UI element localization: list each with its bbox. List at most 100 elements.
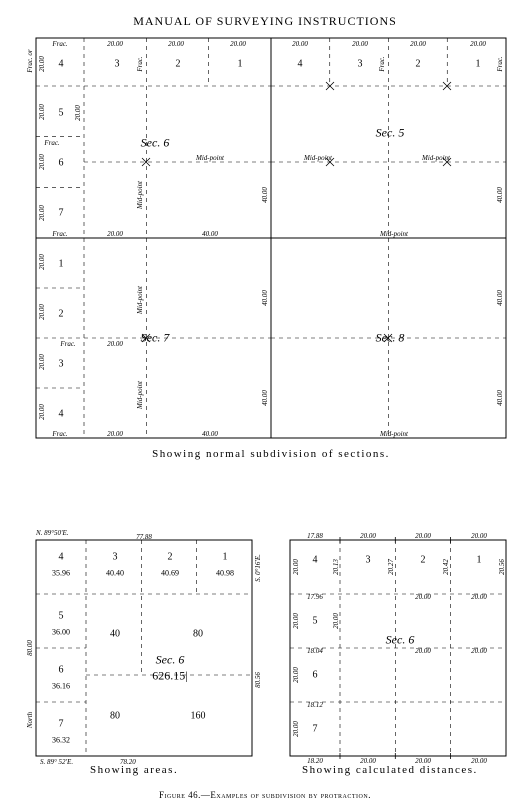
lot-num: 1 <box>476 59 481 70</box>
dist-20: 20.00 <box>38 205 46 221</box>
dist-20: 20.00 <box>38 154 46 170</box>
dist-40: 40.00 <box>496 290 504 306</box>
figure-caption: Figure 46.—Examples of subdivision by pr… <box>159 790 371 800</box>
dist-left: 20.00 <box>292 559 300 575</box>
dist-20: 20.00 <box>38 354 46 370</box>
lot-num: 5 <box>59 108 64 119</box>
dist-20: 20.00 <box>107 340 123 348</box>
len-right: 80.56 <box>254 672 262 688</box>
bearing-top: N. 89°50'E. <box>36 529 69 537</box>
dist-top: 20.00 <box>360 532 376 540</box>
dist-right: 20.13 <box>332 559 340 575</box>
area-val: 35.96 <box>52 569 70 578</box>
dist-20: 20.00 <box>38 254 46 270</box>
midpoint-label: Mid-point <box>136 286 144 314</box>
dist-mid: 20.00 <box>415 647 431 655</box>
frac-label: Frac. <box>136 56 144 71</box>
lot-num: 6 <box>59 158 64 169</box>
area-val: 40.40 <box>106 569 124 578</box>
dist-20: 20.00 <box>107 430 123 438</box>
dist-40: 40.00 <box>496 390 504 406</box>
frac-label: Frac. <box>60 340 75 348</box>
dist-top: 20.00 <box>415 532 431 540</box>
dist-20: 20.00 <box>74 105 82 121</box>
lot-num: 4 <box>313 555 318 566</box>
caption-dist: Showing calculated distances. <box>302 764 478 776</box>
north-label: North <box>26 712 34 728</box>
area-nw: 40 <box>110 629 120 640</box>
bearing-bottom: S. 89° 52'E. <box>40 758 73 766</box>
lot-num: 6 <box>313 670 318 681</box>
dist-40: 40.00 <box>261 390 269 406</box>
lot-num: 3 <box>59 359 64 370</box>
frac-label: Frac. <box>52 430 67 438</box>
dist-20: 20.00 <box>410 40 426 48</box>
dist-40: 40.00 <box>202 430 218 438</box>
lot-num: 1 <box>59 259 64 270</box>
frac-label: Frac. <box>52 40 67 48</box>
lot-num: 3 <box>115 59 120 70</box>
caption-areas: Showing areas. <box>90 764 178 776</box>
dist-20: 20.00 <box>38 104 46 120</box>
dist-40: 40.00 <box>261 187 269 203</box>
frac-label: Frac. <box>52 230 67 238</box>
frac-label: Frac. <box>378 56 386 71</box>
dist-right: 20.56 <box>498 559 506 575</box>
dist-mid: 20.00 <box>415 593 431 601</box>
dist-mid: 18.12 <box>307 701 323 709</box>
dist-left: 20.00 <box>292 667 300 683</box>
area-val: 40.98 <box>216 569 234 578</box>
lot-num: 2 <box>176 59 181 70</box>
len-left: 80.00 <box>26 640 34 656</box>
lot-num: 1 <box>223 552 228 563</box>
dist-top: 20.00 <box>471 532 487 540</box>
midpoint-label: Mid-point <box>196 154 224 162</box>
dist-right: 20.42 <box>442 559 450 575</box>
lot-num: 5 <box>313 616 318 627</box>
area-val: 36.32 <box>52 736 70 745</box>
midpoint-label: Mid-point <box>304 154 332 162</box>
dist-20: 20.00 <box>352 40 368 48</box>
sec6-dist-label: Sec. 6 <box>386 633 415 648</box>
caption-top: Showing normal subdivision of sections. <box>152 448 390 460</box>
dist-mid: 18.04 <box>307 647 323 655</box>
dist-left: 20.00 <box>292 613 300 629</box>
lot-num: 4 <box>59 552 64 563</box>
dist-40: 40.00 <box>261 290 269 306</box>
area-se: 160 <box>191 711 206 722</box>
midpoint-label: Mid-point <box>422 154 450 162</box>
area-sw: 80 <box>110 711 120 722</box>
dist-top: 17.88 <box>307 532 323 540</box>
dist-20: 20.00 <box>230 40 246 48</box>
bearing-right: S. 0°16'E. <box>254 554 262 582</box>
sec6-label: Sec. 6 <box>156 653 185 668</box>
lot-num: 2 <box>168 552 173 563</box>
frac-label: Frac. <box>44 139 59 147</box>
lot-num: 2 <box>416 59 421 70</box>
area-val: 40.69 <box>161 569 179 578</box>
dist-20: 20.00 <box>470 40 486 48</box>
sec6-total: 626.15| <box>152 669 187 684</box>
dist-left: 20.00 <box>292 721 300 737</box>
lot-num: 1 <box>477 555 482 566</box>
dist-20: 20.00 <box>168 40 184 48</box>
midpoint-label: Mid-point <box>380 430 408 438</box>
area-ne: 80 <box>193 629 203 640</box>
dist-right: 20.27 <box>387 559 395 575</box>
dist-20: 20.00 <box>38 56 46 72</box>
dist-mid: 20.00 <box>471 593 487 601</box>
lot-num: 4 <box>59 409 64 420</box>
dist-20: 20.00 <box>107 40 123 48</box>
section-label-7: Sec. 7 <box>141 331 170 346</box>
dist-20: 20.00 <box>107 230 123 238</box>
lot-num: 4 <box>59 59 64 70</box>
page: MANUAL OF SURVEYING INSTRUCTIONS <box>0 0 529 811</box>
dist-right: 20.00 <box>332 613 340 629</box>
len-top: 77.88 <box>136 533 152 541</box>
lot-num: 3 <box>358 59 363 70</box>
section-label-6: Sec. 6 <box>141 136 170 151</box>
frac-label: Frac. <box>496 56 504 71</box>
lot-num: 3 <box>113 552 118 563</box>
lot-num: 5 <box>59 611 64 622</box>
dist-20: 20.00 <box>38 404 46 420</box>
